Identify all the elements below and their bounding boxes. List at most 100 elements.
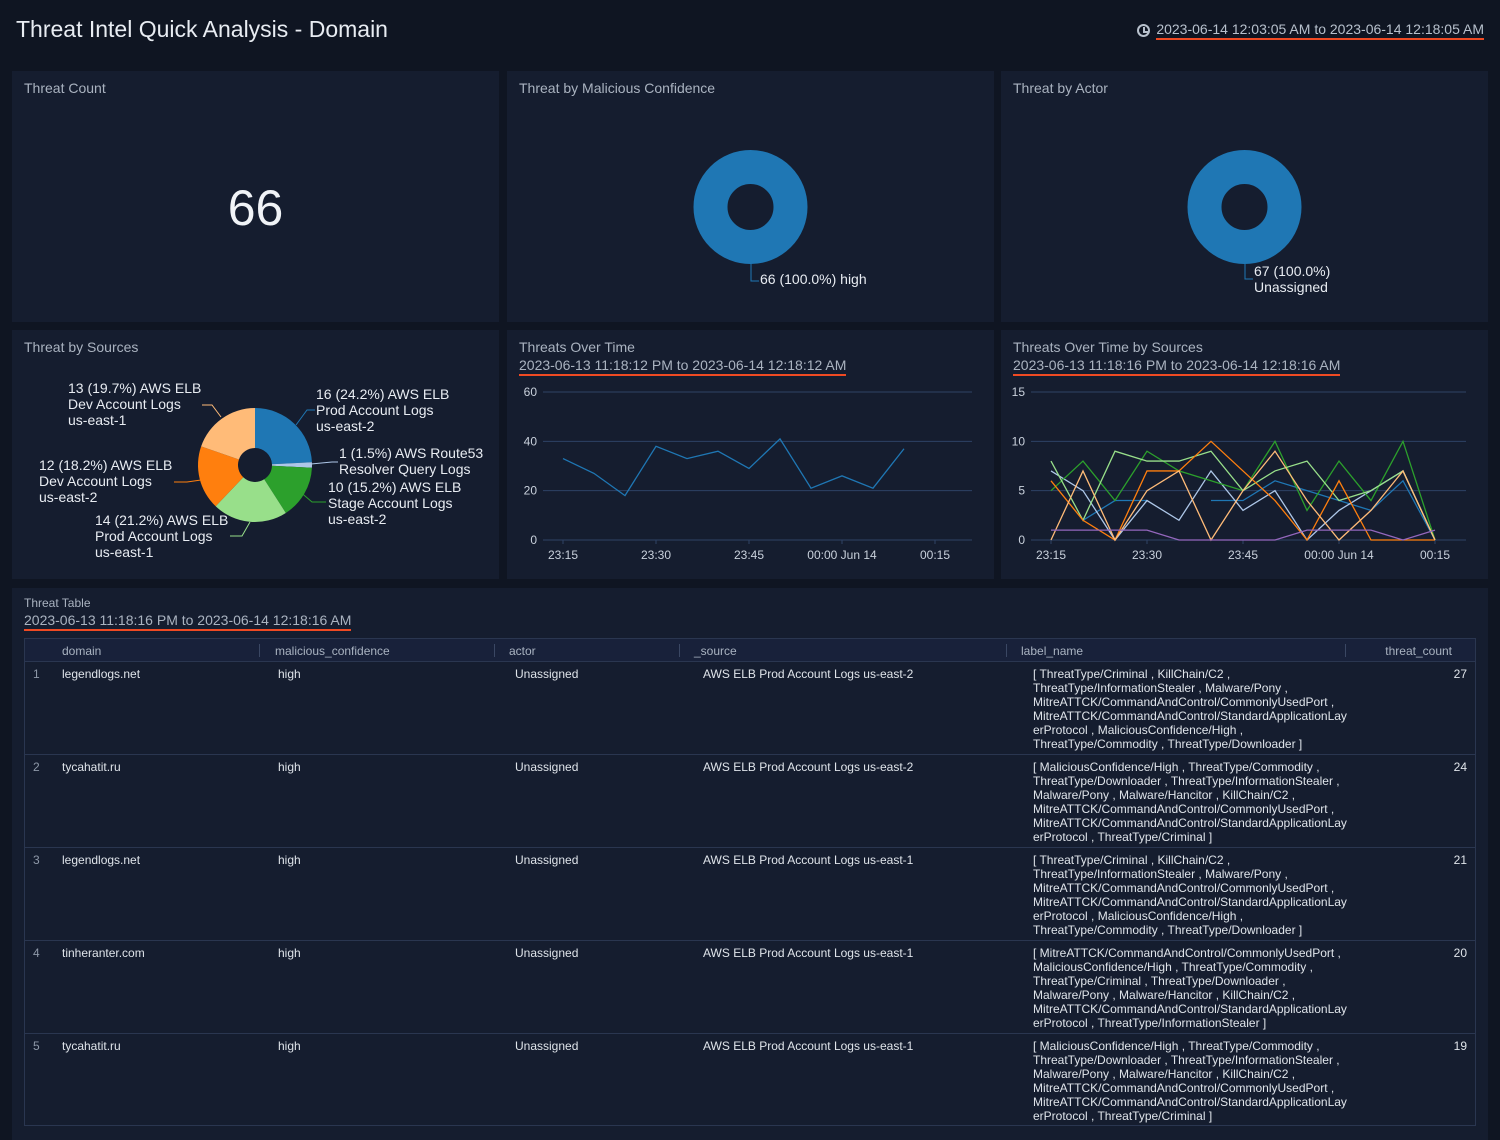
slice-label: 14 (21.2%) AWS ELB Prod Account Logs us-… (95, 512, 229, 560)
panel-title: Threat by Malicious Confidence (519, 80, 716, 96)
donut-slice[interactable] (201, 408, 255, 460)
cell-threat-count: 27 (1453, 667, 1467, 681)
leader-line (295, 409, 315, 426)
column-header-source[interactable]: _source (694, 644, 737, 658)
panel-actor: Threat by Actor 67 (100.0%) Unassigned (1001, 71, 1488, 322)
cell-malicious-confidence: high (278, 667, 301, 681)
y-tick-label: 0 (1018, 533, 1025, 547)
leader-line (174, 479, 202, 483)
table-row[interactable]: 2 tycahatit.ru high Unassigned AWS ELB Prod … (25, 755, 1475, 848)
slice-label: 1 (1.5%) AWS Route53 Resolver Query Logs (339, 445, 484, 477)
cell-threat-count: 24 (1453, 760, 1467, 774)
donut-slice[interactable] (264, 465, 312, 513)
slice-label: 12 (18.2%) AWS ELB Dev Account Logs us-e… (39, 457, 173, 505)
leader-line (1244, 263, 1253, 280)
donut-slice[interactable] (198, 446, 244, 507)
x-tick-label: 23:30 (641, 548, 671, 562)
actor-donut (1187, 150, 1302, 280)
x-tick-label: 23:30 (1132, 548, 1162, 562)
y-tick-label: 10 (1012, 434, 1026, 448)
column-header-label-name[interactable]: label_name (1021, 644, 1084, 658)
row-index: 4 (33, 946, 40, 960)
slice-label: 66 (100.0%) high (760, 271, 867, 287)
panel-title: Threats Over Time by Sources (1013, 339, 1203, 355)
cell-label-name: [ ThreatType/Criminal , KillChain/C2 , T… (1033, 667, 1347, 751)
y-tick-label: 15 (1012, 385, 1026, 399)
column-header-malicious-confidence[interactable]: malicious_confidence (275, 644, 390, 658)
x-tick-label: 00:00 Jun 14 (1304, 548, 1374, 562)
leader-line (750, 263, 759, 282)
cell-source: AWS ELB Prod Account Logs us-east-2 (703, 760, 914, 774)
x-tick-label: 00:15 (920, 548, 950, 562)
table-row[interactable]: 5 tycahatit.ru high Unassigned AWS ELB Prod … (25, 1034, 1475, 1125)
cell-actor: Unassigned (515, 760, 579, 774)
confidence-donut (693, 150, 808, 282)
row-index: 1 (33, 667, 40, 681)
x-tick-label: 00:00 Jun 14 (807, 548, 877, 562)
cell-actor: Unassigned (515, 946, 579, 960)
time-range-text[interactable]: 2023-06-14 12:03:05 AM to 2023-06-14 12:… (1156, 21, 1484, 40)
panel-time-range[interactable]: 2023-06-13 11:18:16 PM to 2023-06-14 12:… (1013, 357, 1341, 376)
panel-time-range[interactable]: 2023-06-13 11:18:12 PM to 2023-06-14 12:… (519, 357, 847, 376)
donut-slice-high[interactable] (693, 150, 808, 264)
threat-table: domain malicious_confidence actor _sourc… (24, 638, 1476, 1126)
leader-line (297, 489, 326, 503)
donut-slice[interactable] (255, 408, 312, 465)
cell-source: AWS ELB Prod Account Logs us-east-2 (703, 667, 914, 681)
donut-slice[interactable] (271, 462, 312, 468)
cell-source: AWS ELB Prod Account Logs us-east-1 (703, 946, 914, 960)
donut-slice[interactable] (215, 477, 286, 522)
slice-label: 13 (19.7%) AWS ELB Dev Account Logs us-e… (68, 380, 202, 428)
panel-threat-table: Threat Table 2023-06-13 11:18:16 PM to 2… (12, 588, 1488, 1140)
leader-line (230, 521, 251, 537)
leader-line (202, 404, 222, 418)
threats-over-time-chart: 0 20 40 60 23:15 23:30 23:45 00:00 Jun 14 00:15 (524, 385, 972, 562)
cell-actor: Unassigned (515, 667, 579, 681)
y-tick-label: 5 (1018, 484, 1025, 498)
time-range-picker[interactable]: 2023-06-14 12:03:05 AM to 2023-06-14 12:… (1137, 21, 1484, 40)
column-header-domain[interactable]: domain (62, 644, 102, 658)
panel-threats-over-time: Threats Over Time 2023-06-13 11:18:12 PM… (507, 330, 994, 579)
table-header: domain malicious_confidence actor _sourc… (25, 639, 1475, 662)
cell-actor: Unassigned (515, 1039, 579, 1053)
y-tick-label: 20 (524, 484, 538, 498)
cell-malicious-confidence: high (278, 760, 301, 774)
series-line (562, 437, 905, 497)
x-tick-label: 23:45 (734, 548, 764, 562)
cell-malicious-confidence: high (278, 1039, 301, 1053)
cell-label-name: [ MaliciousConfidence/High , ThreatType/… (1033, 1039, 1347, 1123)
cell-source: AWS ELB Prod Account Logs us-east-1 (703, 853, 914, 867)
table-row[interactable]: 1 legendlogs.net high Unassigned AWS ELB Pro… (25, 662, 1475, 755)
x-tick-label: 23:15 (548, 548, 578, 562)
row-index: 2 (33, 760, 40, 774)
x-tick-label: 23:45 (1228, 548, 1258, 562)
column-header-actor[interactable]: actor (509, 644, 536, 658)
table-row[interactable]: 3 legendlogs.net high Unassigned AWS ELB Pro… (25, 848, 1475, 941)
y-tick-label: 60 (524, 385, 538, 399)
cell-malicious-confidence: high (278, 853, 301, 867)
cell-domain: tycahatit.ru (62, 760, 121, 774)
cell-threat-count: 20 (1453, 946, 1467, 960)
table-row[interactable]: 4 tinheranter.com high Unassigned AWS ELB Pr… (25, 941, 1475, 1034)
cell-domain: tinheranter.com (62, 946, 145, 960)
column-header-threat-count[interactable]: threat_count (1385, 644, 1452, 658)
cell-domain: tycahatit.ru (62, 1039, 121, 1053)
cell-source: AWS ELB Prod Account Logs us-east-1 (703, 1039, 914, 1053)
panel-title: Threat by Actor (1013, 80, 1108, 96)
cell-actor: Unassigned (515, 853, 579, 867)
sources-donut (174, 404, 338, 537)
series-line (1050, 450, 1436, 542)
donut-slice-unassigned[interactable] (1187, 150, 1302, 264)
panel-title: Threats Over Time (519, 339, 635, 355)
panel-time-range[interactable]: 2023-06-13 11:18:16 PM to 2023-06-14 12:… (24, 612, 352, 631)
slice-label: 10 (15.2%) AWS ELB Stage Account Logs us… (328, 479, 462, 527)
cell-label-name: [ MitreATTCK/CommandAndControl/CommonlyU… (1033, 946, 1347, 1030)
cell-malicious-confidence: high (278, 946, 301, 960)
panel-malicious-confidence: Threat by Malicious Confidence 66 (100.0… (507, 71, 994, 322)
series-line (1051, 529, 1436, 541)
panel-title: Threat Table (24, 596, 91, 610)
y-tick-label: 0 (530, 533, 537, 547)
series-line (1082, 479, 1436, 541)
panel-threat-count: Threat Count 66 (12, 71, 499, 322)
dashboard-title: Threat Intel Quick Analysis - Domain (16, 16, 388, 42)
